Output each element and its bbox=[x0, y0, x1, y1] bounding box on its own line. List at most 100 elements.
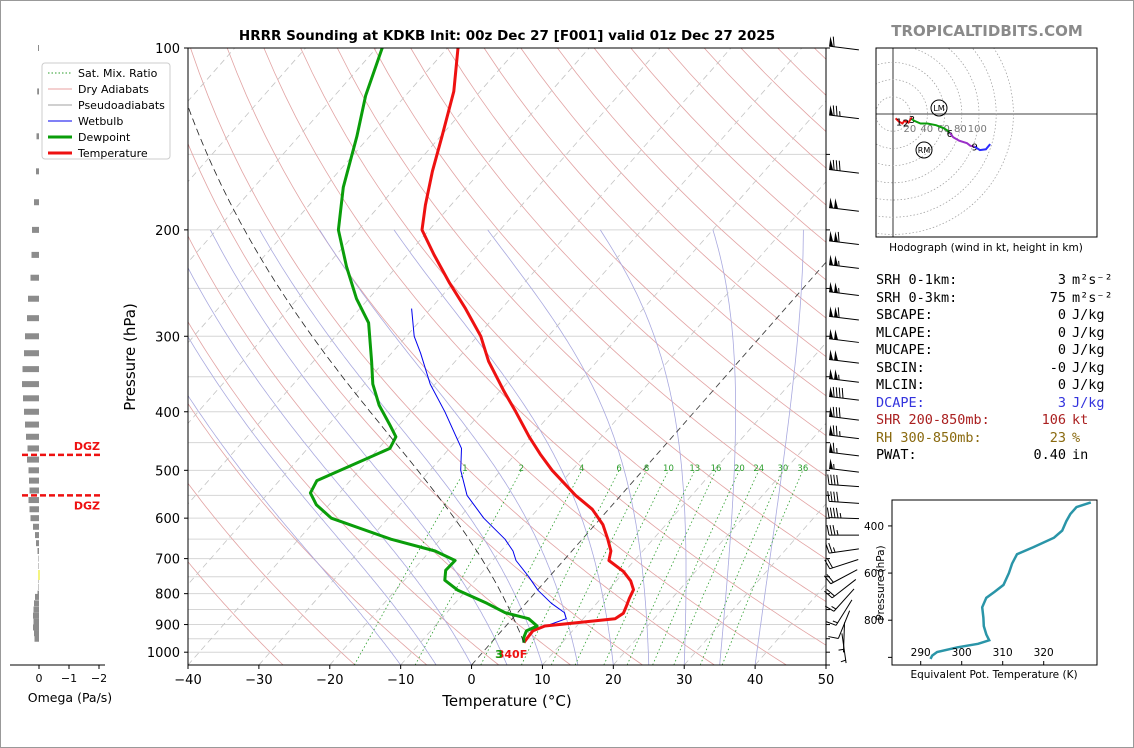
x-tick-label: −10 bbox=[387, 673, 414, 688]
pseudoadiabat bbox=[393, 229, 614, 665]
barb-flag bbox=[834, 307, 839, 318]
isotherm bbox=[188, 48, 732, 665]
dgz-label: DGZ bbox=[74, 499, 100, 512]
x-tick-label: 30 bbox=[676, 673, 693, 688]
hodo-ring-label: 80 bbox=[954, 124, 967, 135]
mixing-ratio-label: 8 bbox=[644, 464, 649, 474]
barb-staff bbox=[829, 434, 859, 440]
y-tick-label: 100 bbox=[155, 42, 180, 57]
wind-barb bbox=[829, 386, 859, 401]
barb-flag bbox=[829, 425, 834, 436]
pseudoadiabat bbox=[319, 229, 579, 665]
mixing-ratio-label: 10 bbox=[663, 464, 674, 474]
thetae-xlabel: Equivalent Pot. Temperature (K) bbox=[910, 669, 1077, 681]
barb-feather bbox=[827, 491, 830, 502]
x-tick-label: 50 bbox=[818, 673, 835, 688]
barb-feather bbox=[824, 605, 835, 612]
barb-half-feather bbox=[839, 431, 841, 437]
dry-adiabat bbox=[263, 48, 826, 646]
mixing-ratio-line bbox=[480, 470, 583, 665]
barb-flag bbox=[829, 349, 834, 360]
barb-staff bbox=[833, 588, 855, 612]
isotherm bbox=[329, 100, 826, 665]
stat-label: MUCAPE: bbox=[876, 342, 933, 358]
mixing-ratio-label: 13 bbox=[689, 464, 700, 474]
barb-feather bbox=[826, 524, 830, 536]
barb-flag bbox=[829, 406, 834, 417]
barb-staff bbox=[829, 500, 859, 504]
stat-row: MLCIN: 0 J/kg bbox=[876, 377, 1113, 395]
dry-adiabat bbox=[557, 48, 826, 319]
stat-unit: J/kg bbox=[1072, 307, 1105, 323]
hodograph-caption: Hodograph (wind in kt, height in km) bbox=[889, 242, 1083, 254]
mixing-ratio-label: 4 bbox=[579, 464, 584, 474]
pseudoadiabat bbox=[210, 229, 508, 665]
omega-bar bbox=[31, 251, 39, 258]
hodo-ring bbox=[876, 48, 980, 201]
omega-bar bbox=[23, 395, 39, 402]
barb-feather bbox=[832, 524, 836, 536]
barb-feather bbox=[835, 507, 839, 519]
wind-barb bbox=[829, 306, 859, 321]
omega-xlabel: Omega (Pa/s) bbox=[28, 690, 112, 705]
omega-bar bbox=[35, 532, 39, 539]
stat-unit: J/kg bbox=[1072, 394, 1105, 411]
omega-bar bbox=[32, 226, 39, 233]
omega-bar bbox=[22, 381, 39, 388]
barb-half-feather bbox=[833, 463, 835, 470]
thetae-line bbox=[929, 501, 1092, 660]
y-tick-label: 400 bbox=[155, 406, 180, 421]
dry-adiabat bbox=[188, 561, 284, 665]
stat-row: SRH 0-3km: 75 m²s⁻² bbox=[876, 290, 1113, 308]
omega-bar bbox=[38, 584, 39, 591]
hodo-ring bbox=[876, 48, 963, 184]
stat-row: PWAT: 0.40 in bbox=[876, 447, 1113, 465]
barb-feather bbox=[827, 558, 834, 569]
omega-bar bbox=[37, 547, 39, 554]
stat-value: 0 bbox=[1057, 324, 1066, 341]
omega-bar bbox=[37, 590, 39, 597]
barb-feather bbox=[823, 575, 832, 585]
stat-unit: J/kg bbox=[1072, 342, 1105, 358]
barb-staff bbox=[829, 169, 859, 174]
barb-feather bbox=[826, 621, 837, 626]
mixing-ratio-line bbox=[521, 470, 620, 665]
stat-row: SHR 200-850mb: 106 kt bbox=[876, 412, 1113, 430]
barb-feather bbox=[830, 491, 833, 502]
omega-bar bbox=[29, 477, 39, 484]
barb-half-feather bbox=[839, 111, 841, 117]
wind-barb bbox=[829, 328, 859, 343]
omega-bar bbox=[36, 133, 39, 140]
omega-bar bbox=[33, 523, 39, 530]
omega-bar bbox=[24, 350, 39, 357]
dry-adiabat bbox=[410, 48, 826, 477]
storm-motion-label: LM bbox=[933, 104, 944, 113]
x-tick-label: 10 bbox=[534, 673, 551, 688]
barb-staff bbox=[829, 207, 859, 212]
mixing-ratio-label: 24 bbox=[753, 464, 764, 474]
barb-feather bbox=[841, 387, 844, 399]
hodo-ring-label: 40 bbox=[920, 124, 933, 135]
barb-flag bbox=[829, 159, 834, 170]
omega-bar bbox=[36, 540, 39, 547]
barb-staff bbox=[829, 291, 859, 296]
storm-motion-marker bbox=[915, 141, 933, 159]
thetae-ytick-label: 800 bbox=[864, 615, 884, 627]
omega-bar bbox=[34, 600, 39, 607]
omega-bar bbox=[38, 555, 39, 562]
stat-unit: m²s⁻² bbox=[1072, 289, 1113, 306]
barb-feather bbox=[825, 543, 830, 554]
barb-feather bbox=[838, 387, 841, 398]
omega-bar bbox=[34, 635, 39, 642]
barb-feather bbox=[836, 475, 839, 486]
stat-label: RH 300-850mb: bbox=[876, 429, 982, 446]
barb-feather bbox=[832, 406, 835, 418]
isotherm bbox=[188, 48, 661, 586]
omega-bar bbox=[37, 88, 39, 95]
barb-staff bbox=[829, 467, 859, 473]
wind-barb bbox=[829, 458, 859, 473]
pseudoadiabat bbox=[712, 229, 736, 665]
stat-label: SBCAPE: bbox=[876, 307, 933, 323]
stat-value: 106 bbox=[1041, 412, 1066, 428]
